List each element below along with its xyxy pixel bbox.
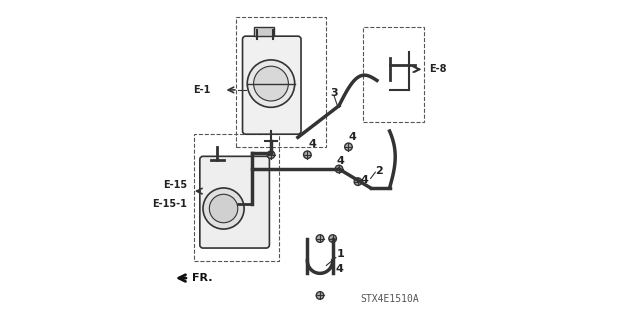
Circle shape: [303, 151, 311, 159]
Text: E-15-1: E-15-1: [152, 199, 187, 209]
Circle shape: [335, 165, 343, 173]
Circle shape: [316, 235, 324, 242]
Text: E-1: E-1: [193, 85, 211, 95]
FancyBboxPatch shape: [200, 156, 269, 248]
Text: 4: 4: [308, 139, 316, 149]
Circle shape: [316, 292, 324, 299]
Circle shape: [209, 194, 238, 223]
Text: E-15: E-15: [163, 180, 187, 190]
Text: FR.: FR.: [192, 273, 212, 283]
Text: 4: 4: [360, 175, 368, 185]
Text: 2: 2: [374, 166, 382, 175]
Circle shape: [267, 151, 275, 159]
Text: 1: 1: [337, 249, 344, 259]
Circle shape: [354, 178, 362, 185]
Text: 3: 3: [330, 88, 338, 98]
Text: E-8: E-8: [429, 64, 447, 74]
FancyBboxPatch shape: [253, 27, 274, 36]
Text: 4: 4: [335, 263, 343, 274]
Circle shape: [253, 66, 289, 101]
Circle shape: [203, 188, 244, 229]
Circle shape: [345, 143, 352, 151]
FancyBboxPatch shape: [243, 36, 301, 134]
Text: 4: 4: [349, 132, 356, 142]
Circle shape: [247, 60, 294, 107]
Circle shape: [329, 235, 337, 242]
Text: 4: 4: [337, 156, 344, 166]
Text: STX4E1510A: STX4E1510A: [360, 293, 419, 304]
